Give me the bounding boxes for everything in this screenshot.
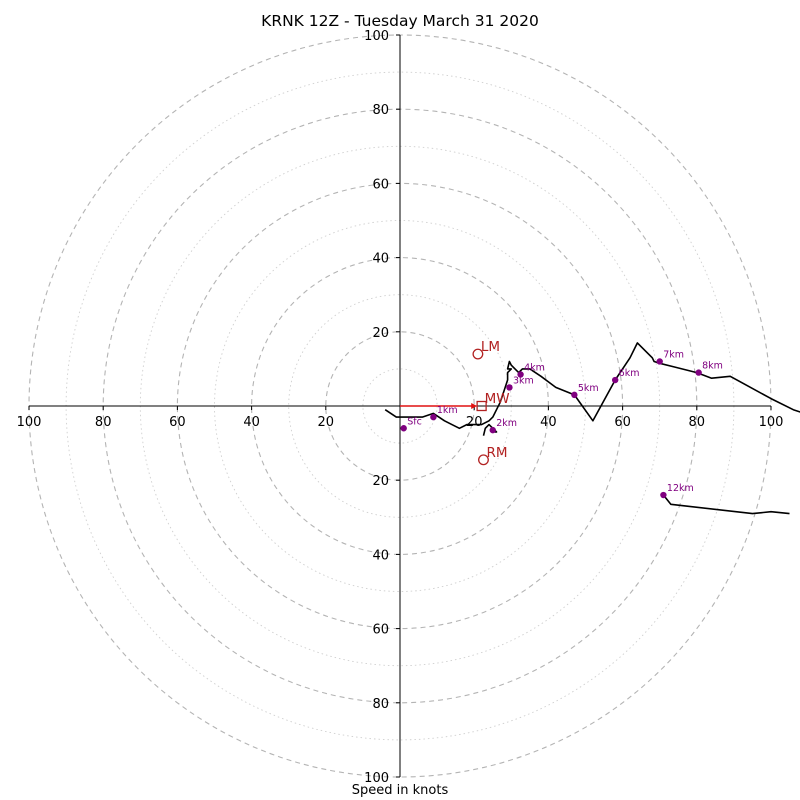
height-marker-label: 5km	[578, 383, 599, 394]
x-tick-label: 100	[759, 415, 784, 430]
x-tick-label: 60	[169, 415, 186, 430]
storm-motion-label: LM	[481, 339, 500, 355]
y-tick-label: 40	[372, 252, 389, 267]
storm-motion-marker	[476, 400, 487, 412]
hodograph-trace	[482, 423, 498, 436]
y-tick-label: 60	[372, 177, 389, 192]
y-tick-label: 60	[372, 623, 389, 638]
height-marker-label: 12km	[667, 483, 694, 494]
x-tick-label: 80	[689, 415, 706, 430]
storm-motion-marker	[472, 348, 484, 360]
x-tick-label: 60	[614, 415, 631, 430]
y-tick-label: 20	[372, 326, 389, 341]
height-marker	[430, 413, 437, 421]
storm-motion-label: RM	[486, 445, 507, 461]
x-tick-label: 20	[318, 415, 335, 430]
height-marker-label: Sfc	[407, 416, 422, 427]
hodograph-trace	[662, 494, 790, 515]
x-tick-label: 40	[243, 415, 260, 430]
y-tick-label: 80	[372, 103, 389, 118]
height-marker	[506, 384, 513, 391]
height-marker	[656, 358, 663, 365]
motion-vector-arrowhead	[471, 403, 478, 409]
height-marker	[571, 391, 578, 399]
height-marker-label: 7km	[663, 349, 684, 360]
x-tick-label: 40	[540, 415, 557, 430]
height-marker-label: 1km	[437, 405, 458, 416]
x-axis-label: Speed in knots	[351, 783, 449, 798]
y-tick-label: 40	[372, 548, 389, 563]
height-marker-label: 2km	[496, 418, 517, 429]
x-tick-label: 80	[95, 415, 112, 430]
height-marker	[400, 425, 407, 432]
height-marker-label: 3km	[513, 375, 534, 386]
y-tick-label: 100	[364, 771, 389, 786]
height-marker	[695, 369, 702, 376]
y-tick-label: 80	[372, 697, 389, 712]
height-marker	[517, 371, 524, 378]
height-marker-label: 8km	[702, 361, 723, 372]
height-marker	[660, 491, 667, 499]
storm-motion-marker	[478, 454, 489, 466]
y-tick-label: 20	[372, 474, 389, 489]
x-tick-label: 20	[466, 415, 483, 430]
height-marker	[489, 426, 496, 434]
y-tick-label: 100	[364, 29, 389, 44]
height-marker-label: 6km	[619, 368, 640, 379]
x-tick-label: 100	[17, 415, 42, 430]
chart-title: KRNK 12Z - Tuesday March 31 2020	[261, 12, 539, 30]
height-marker-label: 4km	[524, 362, 545, 373]
height-marker	[611, 376, 619, 384]
storm-motion-label: MW	[485, 391, 510, 407]
